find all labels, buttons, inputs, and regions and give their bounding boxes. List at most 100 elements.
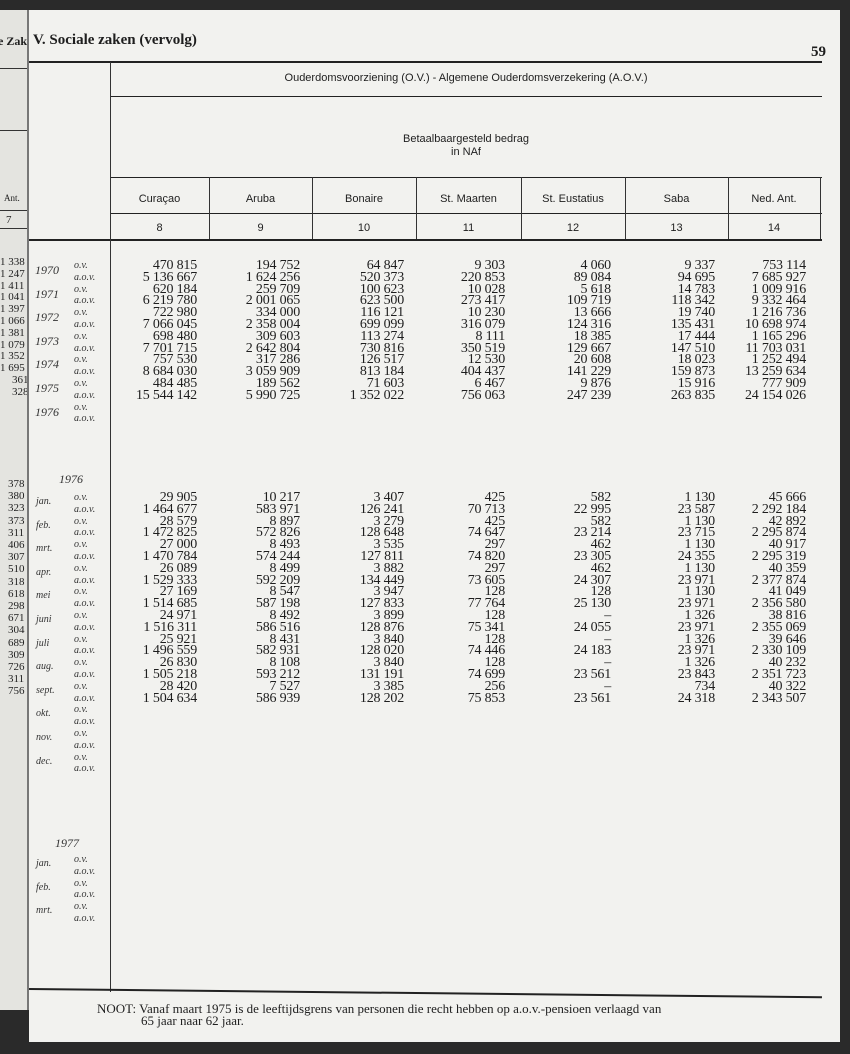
column-number: 9: [257, 222, 264, 234]
table-cell: 45 666: [768, 490, 807, 505]
table-cell: 1 326: [684, 631, 715, 647]
period-label: feb.: [36, 519, 51, 531]
row-type-label: a.o.v.: [74, 389, 96, 401]
row-type-label: o.v.: [74, 657, 88, 669]
table-cell: 722 980: [152, 305, 197, 321]
table-cell: 620 184: [152, 281, 197, 297]
row-type-label: o.v.: [74, 330, 88, 342]
row-type-label: o.v.: [74, 877, 88, 889]
table-cell: 425: [484, 490, 506, 505]
adjacent-value: 618: [8, 587, 25, 600]
row-type-label: o.v.: [74, 354, 88, 366]
table-cell: 128: [590, 584, 612, 600]
row-type-label: a.o.v.: [74, 366, 96, 378]
divider: [110, 213, 822, 214]
adjacent-value: 378: [8, 478, 25, 490]
adjacent-value: 406: [8, 539, 25, 551]
row-type-label: o.v.: [74, 492, 88, 503]
adjacent-value: 1 247: [0, 267, 25, 280]
table-cell: 2 358 004: [245, 317, 300, 332]
row-type-label: o.v.: [74, 610, 88, 621]
table-cell: 3 882: [373, 560, 404, 576]
table-cell: 6 219 780: [142, 293, 197, 309]
table-cell: 256: [484, 678, 506, 694]
row-type-label: o.v.: [74, 751, 88, 763]
table-cell: 334 000: [255, 305, 300, 321]
table-cell: 1 352 022: [349, 387, 404, 403]
adjacent-page-header: e Zaken: [0, 34, 28, 48]
table-cell: 699 099: [359, 317, 404, 332]
table-cell: 15 916: [677, 376, 716, 391]
row-type-label: o.v.: [74, 854, 88, 865]
column-header: Aruba: [245, 193, 276, 205]
table-cell: 74 647: [467, 525, 506, 541]
table-cell: 2 377 874: [751, 572, 806, 588]
table-cell: 297: [484, 560, 506, 576]
column-number: 10: [357, 222, 371, 234]
table-cell: 189 562: [255, 376, 300, 391]
table-cell: 29 905: [159, 490, 198, 505]
table-cell: 9 876: [580, 376, 611, 391]
table-subtitle-unit: in NAf: [451, 146, 481, 158]
table-cell: 38 816: [768, 608, 807, 623]
table-cell: 10 230: [467, 305, 506, 321]
table-cell: 2 330 109: [751, 643, 806, 659]
column-divider: [521, 177, 522, 239]
table-cell: 75 341: [467, 619, 506, 635]
table-cell: 1 252 494: [751, 352, 806, 368]
table-cell: 26 089: [159, 560, 198, 576]
table-cell: 273 417: [460, 293, 505, 309]
table-cell: 27 000: [159, 537, 198, 553]
table-cell: 127 811: [360, 549, 404, 564]
period-label: juli: [36, 637, 50, 649]
adjacent-page-number: 7: [6, 214, 12, 226]
table-cell: 730 816: [359, 340, 404, 356]
row-type-label: a.o.v.: [74, 527, 96, 539]
table-cell: 27 169: [159, 584, 198, 600]
table-cell: 127 833: [359, 596, 404, 612]
table-cell: 7 066 045: [142, 317, 197, 332]
table-cell: 7 527: [269, 678, 300, 694]
table-cell: 159 873: [670, 364, 715, 380]
table-cell: 1 504 634: [142, 690, 197, 706]
table-cell: 2 356 580: [751, 596, 806, 612]
table-cell: 194 752: [255, 258, 300, 273]
adjacent-value: 307: [8, 551, 25, 564]
period-label: 1975: [35, 381, 59, 395]
footnote-text: Vanaf maart 1975 is de leeftijdsgrens va…: [139, 1001, 662, 1016]
header-bottom-rule: [29, 239, 822, 241]
adjacent-value: 1 041: [0, 291, 25, 304]
table-cell: 572 826: [255, 525, 300, 541]
table-cell: 12 530: [467, 352, 506, 368]
column-number: 14: [767, 222, 781, 234]
table-cell: 470 815: [152, 258, 197, 273]
table-cell: 9 303: [474, 258, 505, 273]
table-cell: 8 492: [269, 608, 300, 623]
table-cell: –: [604, 678, 611, 694]
row-type-label: o.v.: [74, 378, 88, 389]
table-cell: 131 191: [359, 667, 404, 682]
row-type-label: o.v.: [74, 539, 88, 551]
row-type-label: a.o.v.: [74, 295, 96, 307]
period-label: jan.: [36, 496, 52, 507]
table-cell: 128: [484, 655, 506, 671]
table-cell: 1 165 296: [751, 328, 806, 344]
column-divider: [209, 177, 210, 239]
table-cell: 586 516: [255, 619, 300, 635]
period-label: sept.: [36, 684, 55, 696]
table-cell: 263 835: [670, 387, 715, 403]
row-type-label: a.o.v.: [74, 865, 96, 877]
adjacent-value: 318: [8, 575, 25, 588]
table-cell: 128 648: [359, 525, 404, 541]
table-cell: 74 446: [467, 643, 506, 659]
column-divider: [416, 177, 417, 239]
row-type-label: a.o.v.: [74, 271, 96, 283]
section-title: V. Sociale zaken (vervolg): [33, 32, 197, 48]
table-cell: 23 971: [677, 596, 716, 612]
table-bottom-rule: [28, 988, 822, 999]
table-cell: 128: [484, 584, 506, 600]
adjacent-value: 361: [12, 374, 29, 386]
table-cell: 147 510: [670, 340, 715, 356]
divider: [110, 96, 822, 97]
table-cell: 1 516 311: [143, 619, 197, 635]
